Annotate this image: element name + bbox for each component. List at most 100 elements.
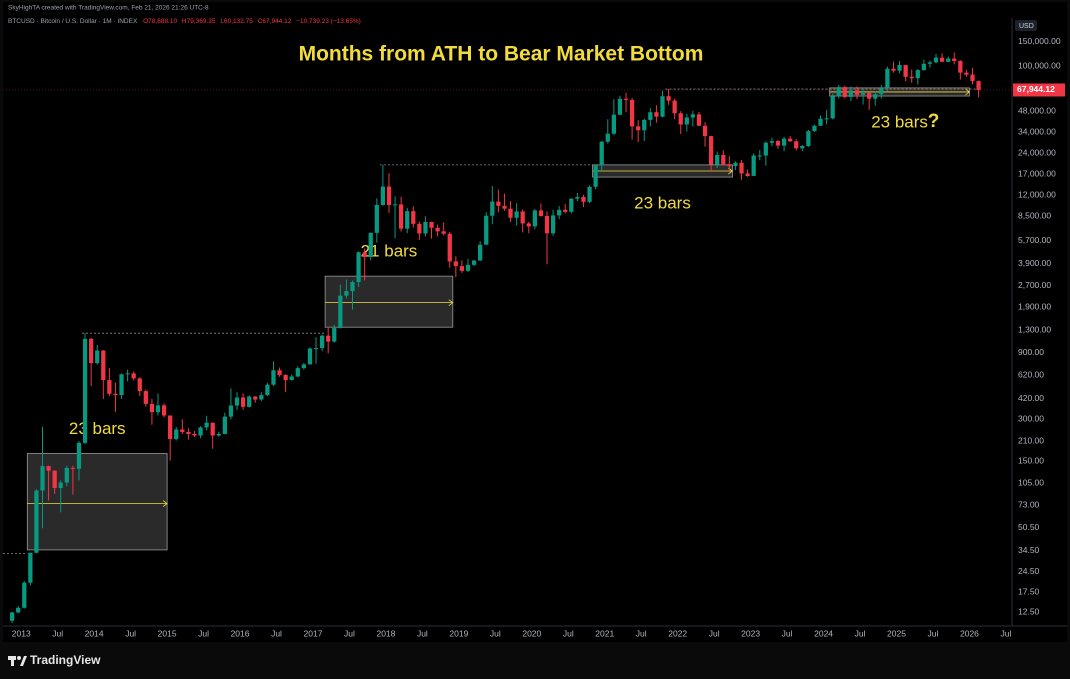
candle-body — [326, 335, 331, 342]
y-tick-label: 12.50 — [1018, 607, 1040, 617]
candle-body — [800, 146, 805, 149]
x-tick-label: 2016 — [231, 628, 250, 638]
candle-body — [587, 186, 592, 202]
candle-body — [350, 282, 355, 292]
candle-body — [143, 391, 148, 404]
candle-body — [283, 374, 288, 381]
candle-body — [824, 118, 829, 120]
candle-body — [788, 138, 793, 142]
candle-body — [9, 612, 15, 621]
candle-body — [277, 370, 282, 375]
candle-body — [617, 98, 623, 115]
candle-body — [672, 100, 677, 114]
candle-body — [678, 113, 683, 125]
candle-body — [751, 155, 756, 176]
candle-body — [301, 364, 307, 369]
range-label: 23 bars — [634, 194, 691, 213]
candle-body — [386, 186, 392, 206]
candle-body — [818, 118, 823, 126]
candle-body — [727, 164, 732, 167]
brand-logo — [8, 656, 27, 666]
candle-body — [739, 162, 744, 174]
range-label-suffix: ? — [928, 111, 940, 132]
candle-body — [338, 295, 343, 329]
candle-body — [374, 204, 379, 233]
candle-body — [82, 338, 88, 443]
candle-body — [465, 264, 471, 271]
candle-body — [174, 429, 179, 440]
candle-body — [526, 223, 531, 227]
y-tick-label: 210.00 — [1018, 435, 1044, 445]
y-tick-label: 48,000.00 — [1018, 105, 1056, 115]
candle-body — [903, 65, 908, 77]
candle-body — [149, 403, 155, 413]
x-tick-label: Jul — [271, 628, 282, 638]
currency-box — [1015, 20, 1037, 31]
x-tick-label: 2024 — [814, 628, 833, 638]
header-value: H79,369.35 — [182, 18, 216, 25]
candle-body — [605, 133, 610, 142]
candle-body — [860, 93, 866, 95]
candle-body — [806, 131, 811, 147]
candle-body — [575, 197, 580, 199]
candle-body — [484, 215, 489, 245]
candle-body — [836, 87, 841, 97]
candle-body — [775, 141, 781, 146]
candle-body — [642, 119, 647, 131]
candle-body — [319, 335, 325, 349]
candle-body — [295, 368, 300, 377]
symbol-line: BTCUSD · Bitcoin / U.S. Dollar · 1M · IN… — [8, 18, 361, 25]
x-tick-label: Jul — [1000, 628, 1011, 638]
x-tick-label: Jul — [563, 628, 574, 638]
x-tick-label: Jul — [417, 628, 428, 638]
candle-body — [873, 94, 878, 99]
candle-body — [557, 209, 562, 216]
range-box — [324, 275, 454, 328]
y-tick-label: 5,700.00 — [1018, 235, 1051, 245]
candle-body — [186, 431, 191, 434]
candle-body — [690, 114, 696, 118]
candle-body — [471, 260, 477, 265]
candle-body — [198, 427, 203, 436]
candle-body — [885, 68, 890, 88]
arrow-head — [162, 500, 168, 507]
candle-body — [879, 87, 884, 95]
candle-body — [654, 112, 659, 117]
candle-body — [490, 201, 495, 216]
currency: USD — [1019, 23, 1034, 30]
y-tick-label: 24.50 — [1018, 566, 1040, 576]
candle-body — [307, 348, 313, 365]
y-tick-label: 50.50 — [1018, 522, 1040, 532]
candle-body — [289, 376, 294, 381]
candle-body — [593, 165, 598, 187]
candle-body — [933, 57, 939, 63]
credit: SkyHighTA created with TradingView.com, … — [8, 5, 209, 12]
candle-body — [46, 466, 51, 471]
candle-body — [812, 125, 817, 132]
candle-body — [848, 90, 854, 97]
y-tick-label: 150,000.00 — [1018, 36, 1061, 46]
x-tick-label: Jul — [636, 628, 647, 638]
candle-body — [721, 154, 726, 165]
y-tick-label: 1,300.00 — [1018, 325, 1051, 335]
candle-body — [380, 186, 386, 205]
y-tick-label: 17.50 — [1018, 586, 1040, 596]
x-tick-label: 2022 — [668, 628, 687, 638]
candle-body — [240, 397, 246, 407]
last-price-label: 67,944.12 — [1017, 84, 1055, 94]
candle-body — [22, 582, 27, 608]
header-value: C67,944.12 — [258, 18, 292, 25]
candle-body — [611, 114, 616, 134]
candle-body — [271, 370, 276, 385]
candle-body — [210, 422, 215, 436]
candle-body — [28, 552, 33, 583]
y-tick-label: 17,000.00 — [1018, 168, 1056, 178]
candle-body — [927, 62, 933, 64]
x-tick-label: 2020 — [522, 628, 541, 638]
y-tick-label: 105.00 — [1018, 477, 1044, 487]
candle-body — [125, 373, 130, 375]
x-tick-label: 2025 — [887, 628, 906, 638]
x-tick-label: Jul — [344, 628, 355, 638]
candle-body — [636, 126, 641, 131]
